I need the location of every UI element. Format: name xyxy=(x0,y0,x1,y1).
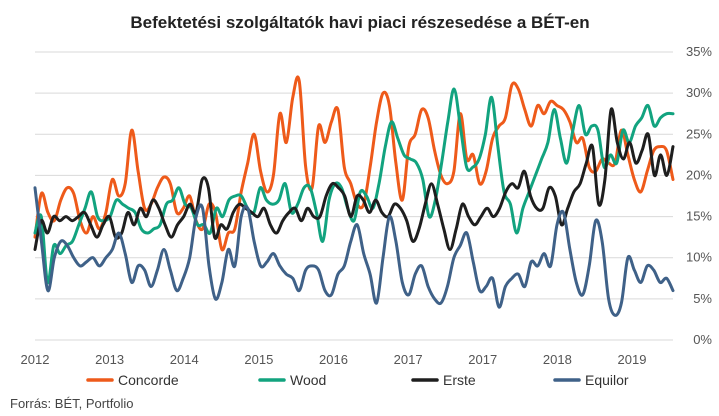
y-tick-label: 20% xyxy=(686,167,712,182)
y-tick-label: 35% xyxy=(686,44,712,59)
series-line-erste xyxy=(33,107,675,251)
x-tick-label: 2017 xyxy=(468,352,497,367)
x-tick-label: 2016 xyxy=(319,352,348,367)
series-line-wood xyxy=(33,87,675,284)
legend: Concorde Wood Erste Equilor xyxy=(86,372,629,388)
series-line-equilor xyxy=(33,186,675,317)
x-tick-label: 2014 xyxy=(170,352,199,367)
y-tick-label: 15% xyxy=(686,209,712,224)
y-tick-label: 0% xyxy=(693,332,712,347)
legend-label-erste: Erste xyxy=(443,372,476,388)
x-tick-label: 2013 xyxy=(95,352,124,367)
x-tick-label: 2012 xyxy=(21,352,50,367)
gridlines xyxy=(35,51,673,341)
legend-label-equilor: Equilor xyxy=(585,372,629,388)
x-tick-label: 2019 xyxy=(618,352,647,367)
y-tick-label: 10% xyxy=(686,250,712,265)
y-tick-label: 30% xyxy=(686,85,712,100)
x-axis-ticks: 2012 2013 2014 2015 2016 2017 2017 2018 2019 xyxy=(21,352,647,367)
y-tick-label: 25% xyxy=(686,126,712,141)
chart-title: Befektetési szolgáltatók havi piaci rész… xyxy=(130,13,589,32)
y-axis-ticks: 0% 5% 10% 15% 20% 25% 30% 35% xyxy=(686,44,712,347)
legend-label-wood: Wood xyxy=(290,372,326,388)
x-tick-label: 2017 xyxy=(394,352,423,367)
x-tick-label: 2015 xyxy=(244,352,273,367)
y-tick-label: 5% xyxy=(693,291,712,306)
source-note: Forrás: BÉT, Portfolio xyxy=(10,396,134,411)
x-tick-label: 2018 xyxy=(543,352,572,367)
series-line-concorde xyxy=(33,75,675,252)
legend-label-concorde: Concorde xyxy=(118,372,179,388)
series-lines xyxy=(33,75,675,317)
